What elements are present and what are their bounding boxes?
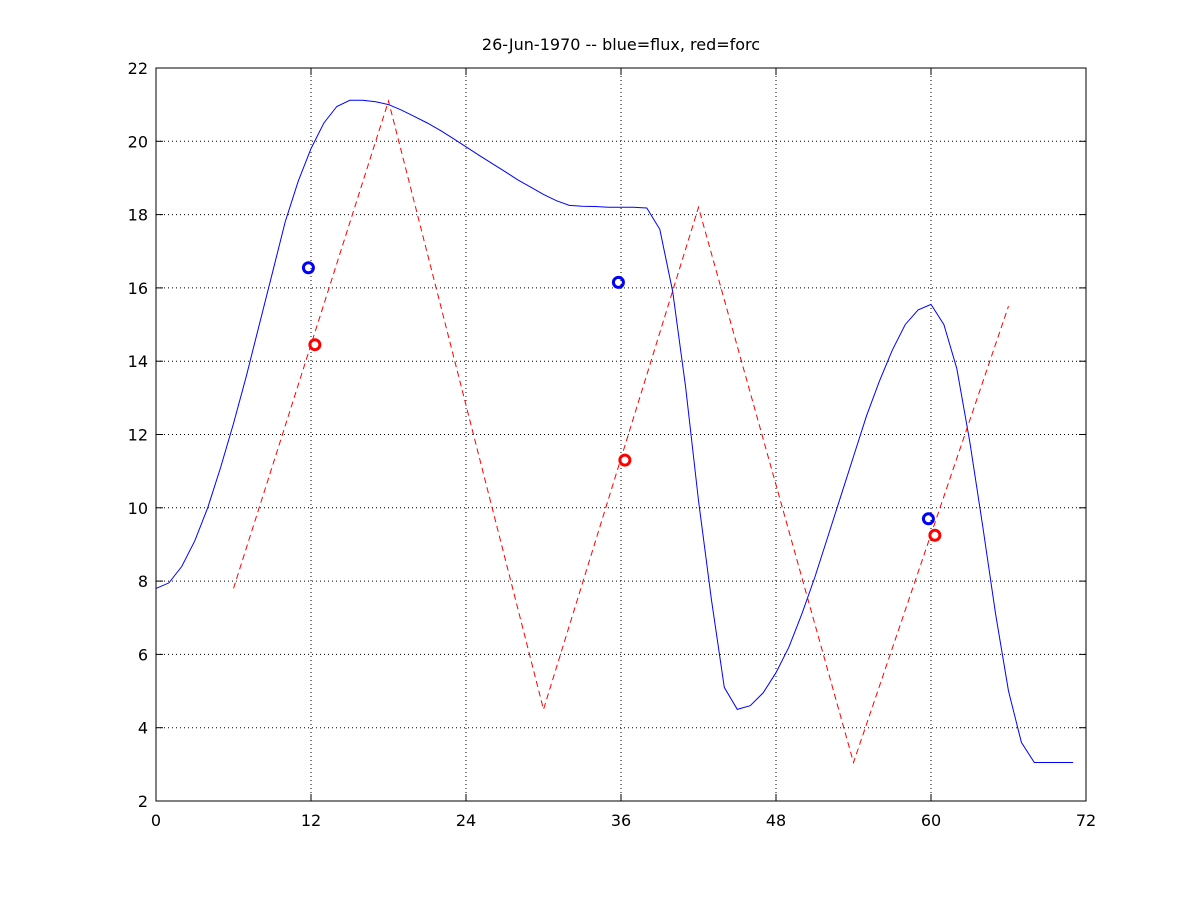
series-layer: [155, 99, 1074, 765]
y-tick-label: 4: [138, 719, 148, 738]
y-tick-label: 10: [128, 499, 148, 518]
series-2-marker: [921, 512, 935, 526]
y-tick-label: 18: [128, 206, 148, 225]
series-0-line: [155, 99, 1074, 763]
y-tick-label: 2: [138, 792, 148, 811]
series-3-marker: [308, 338, 322, 352]
y-tick-label: 12: [128, 426, 148, 445]
y-tick-label: 20: [128, 132, 148, 151]
y-tick-label: 16: [128, 279, 148, 298]
grid-layer: [156, 68, 1086, 801]
x-tick-label: 12: [301, 811, 321, 830]
y-tick-label: 22: [128, 59, 148, 78]
x-tick-label: 24: [456, 811, 476, 830]
series-2-marker: [611, 275, 625, 289]
y-tick-label: 8: [138, 572, 148, 591]
chart-title: 26-Jun-1970 -- blue=flux, red=forc: [482, 35, 760, 54]
x-tick-label: 48: [766, 811, 786, 830]
series-3-marker: [928, 528, 942, 542]
x-tick-label: 60: [921, 811, 941, 830]
series-2-marker: [301, 261, 315, 275]
x-tick-label: 36: [611, 811, 631, 830]
x-tick-label: 72: [1076, 811, 1096, 830]
y-tick-label: 6: [138, 645, 148, 664]
y-tick-label: 14: [128, 352, 148, 371]
series-3-marker: [618, 453, 632, 467]
x-tick-label: 0: [151, 811, 161, 830]
